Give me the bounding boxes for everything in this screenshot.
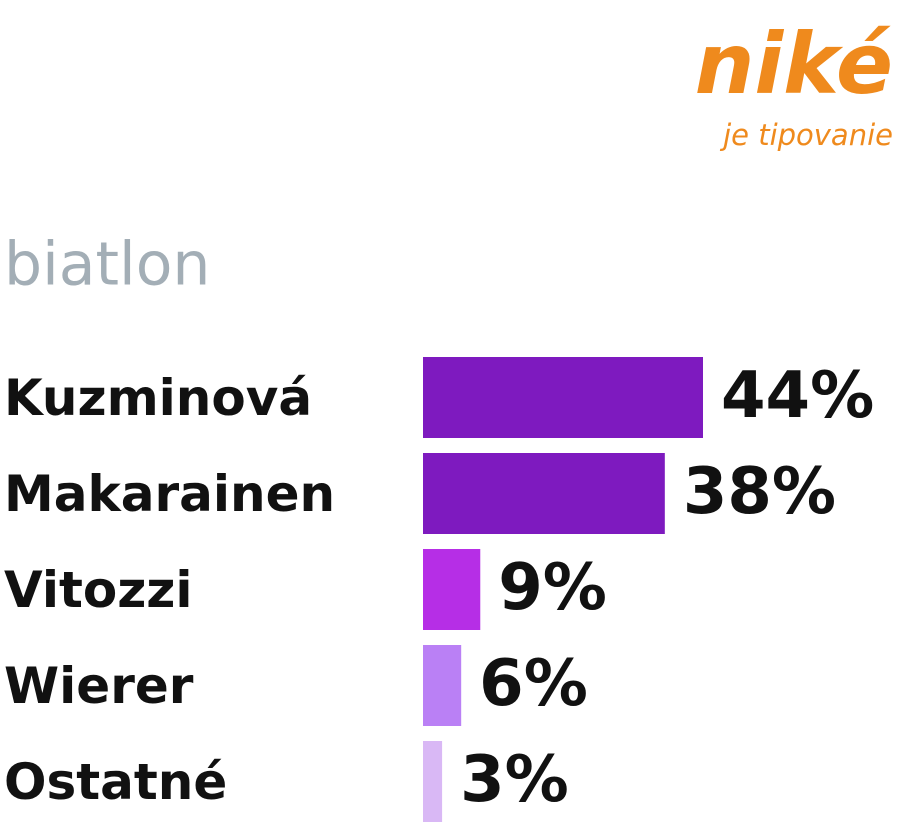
logo-tagline: je tipovanie	[719, 118, 893, 152]
logo-name: niké	[695, 15, 893, 113]
bar	[423, 645, 462, 726]
bar	[423, 741, 443, 822]
bar	[423, 549, 481, 630]
bar	[423, 357, 703, 438]
category-label: Vitozzi	[4, 561, 193, 619]
value-label: 9%	[498, 551, 607, 625]
value-label: 3%	[460, 743, 569, 817]
value-label: 44%	[721, 359, 874, 433]
value-label: 6%	[479, 647, 588, 721]
category-label: Ostatné	[4, 753, 227, 811]
category-label: Wierer	[4, 657, 194, 715]
bar	[423, 453, 665, 534]
category-label: Kuzminová	[4, 369, 312, 427]
category-label: Makarainen	[4, 465, 335, 523]
value-label: 38%	[683, 455, 836, 529]
chart-title: biatlon	[4, 230, 210, 300]
